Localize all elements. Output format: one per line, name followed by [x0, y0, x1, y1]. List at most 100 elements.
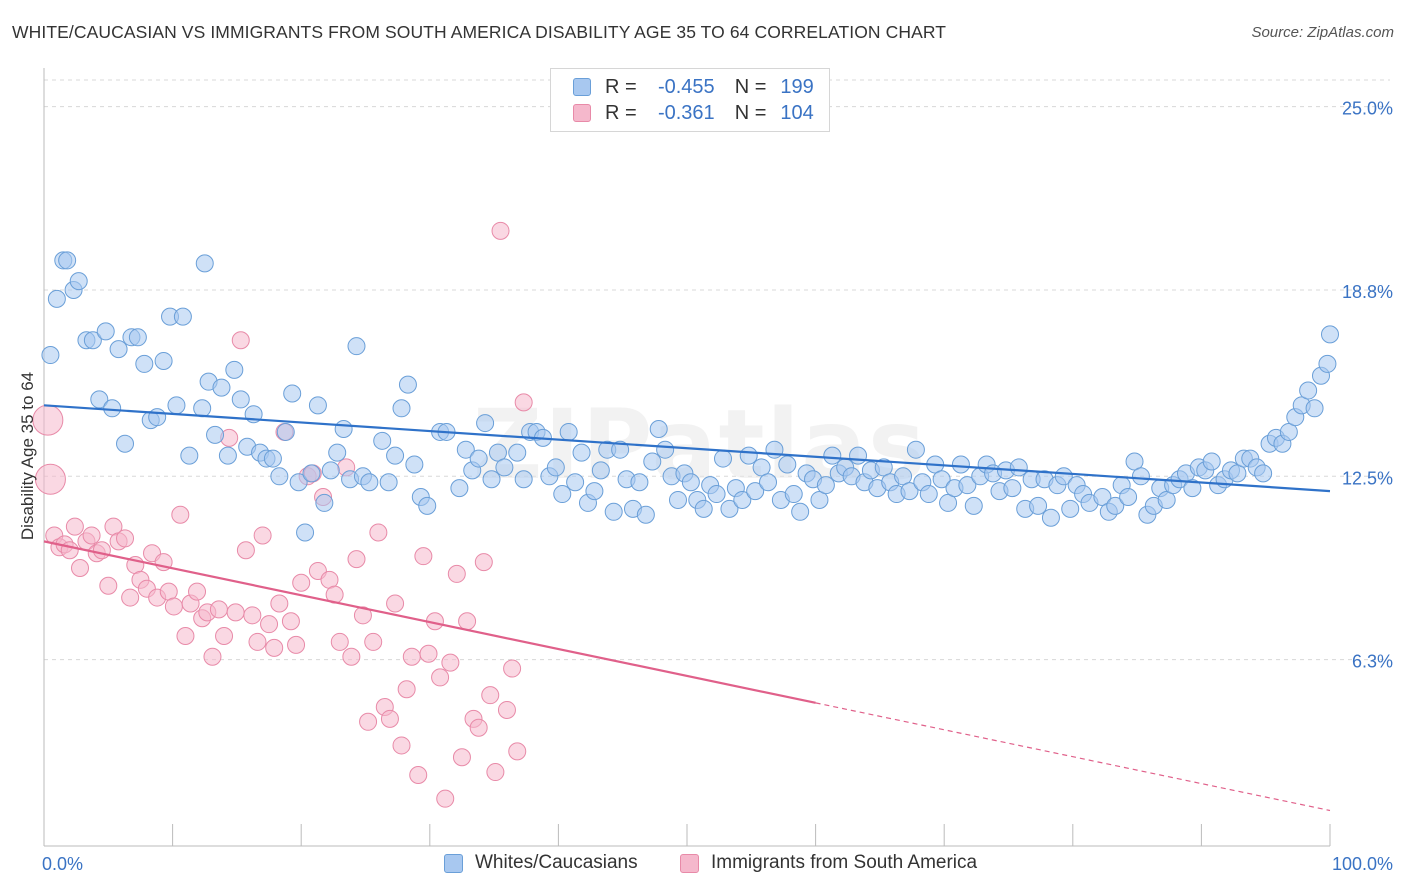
blue-data-point: [495, 458, 514, 477]
pink-data-point: [292, 573, 311, 592]
blue-data-point: [572, 443, 591, 462]
legend-item-immigrants: Immigrants from South America: [680, 852, 977, 874]
blue-data-point: [167, 396, 186, 415]
stats-legend-row-immigrants: R = -0.361 N = 104: [573, 101, 814, 125]
blue-data-point: [784, 485, 803, 504]
blue-data-point: [206, 425, 225, 444]
blue-data-point: [469, 449, 488, 468]
pink-data-point: [270, 594, 289, 613]
blue-data-point: [456, 440, 475, 459]
pink-trend-extension: [815, 702, 1331, 812]
pink-data-point: [431, 668, 450, 687]
legend-item-whites: Whites/Caucasians: [444, 852, 638, 874]
source-label: Source: ZipAtlas.com: [1251, 24, 1394, 41]
blue-data-point: [906, 440, 925, 459]
axes: [43, 68, 1331, 847]
pink-data-point: [386, 594, 405, 613]
blue-data-point: [823, 446, 842, 465]
r-label: R =: [605, 101, 637, 124]
pink-data-point: [414, 547, 433, 566]
pink-data-point: [469, 718, 488, 737]
blue-data-point: [746, 482, 765, 501]
blue-data-point: [476, 414, 495, 433]
blue-data-point: [1131, 467, 1150, 486]
n-value: 199: [780, 75, 814, 98]
pink-data-point: [436, 789, 455, 808]
blue-data-point: [778, 455, 797, 474]
blue-data-point: [270, 467, 289, 486]
blue-data-point: [334, 419, 353, 438]
blue-data-point: [1041, 508, 1060, 527]
blue-data-point: [69, 272, 88, 291]
pink-data-point: [508, 742, 527, 761]
blue-data-point: [668, 490, 687, 509]
pink-data-point: [481, 686, 500, 705]
blue-data-point: [1254, 464, 1273, 483]
blue-data-point: [1318, 354, 1337, 373]
blue-data-point: [116, 434, 135, 453]
blue-data-point: [328, 443, 347, 462]
blue-data-point: [759, 473, 778, 492]
pink-data-point: [392, 736, 411, 755]
blue-data-point: [109, 340, 128, 359]
blue-data-point: [308, 396, 327, 415]
blue-data-point: [546, 458, 565, 477]
n-label: N =: [734, 101, 767, 124]
blue-data-point: [553, 485, 572, 504]
blue-data-point: [321, 461, 340, 480]
blue-data-point: [585, 482, 604, 501]
pink-data-point: [447, 564, 466, 583]
pink-data-point: [116, 529, 135, 548]
blue-series-points: [41, 251, 1339, 542]
pink-data-point: [491, 221, 510, 240]
pink-data-point: [215, 627, 234, 646]
pink-data-point: [486, 763, 505, 782]
blue-data-point: [514, 470, 533, 489]
pink-data-point: [65, 517, 84, 536]
blue-data-point: [47, 289, 66, 308]
blue-data-point: [135, 354, 154, 373]
pink-data-point: [231, 331, 250, 350]
pink-data-point: [176, 627, 195, 646]
blue-data-point: [643, 452, 662, 471]
x-tick-label: 0.0%: [42, 854, 83, 874]
blue-data-point: [482, 470, 501, 489]
blue-data-point: [195, 254, 214, 273]
y-tick-label: 25.0%: [1342, 99, 1393, 119]
blue-data-point: [1106, 496, 1125, 515]
blue-data-point: [83, 331, 102, 350]
pink-data-point: [497, 700, 516, 719]
pink-data-point: [265, 638, 284, 657]
blue-data-point: [1029, 496, 1048, 515]
blue-data-point: [1183, 479, 1202, 498]
n-value: 104: [780, 101, 814, 124]
pink-data-point: [71, 558, 90, 577]
pink-data-point: [171, 505, 190, 524]
blue-data-point: [1003, 479, 1022, 498]
pink-swatch: [680, 853, 699, 873]
blue-data-point: [263, 449, 282, 468]
pink-data-point: [409, 766, 428, 785]
blue-data-point: [636, 505, 655, 524]
blue-data-point: [604, 502, 623, 521]
blue-data-point: [1119, 488, 1138, 507]
trend-lines: [43, 404, 1331, 812]
blue-data-point: [296, 523, 315, 542]
blue-data-point: [231, 390, 250, 409]
blue-data-point: [212, 378, 231, 397]
pink-data-point: [359, 712, 378, 731]
blue-swatch: [573, 78, 591, 96]
chart-title: WHITE/CAUCASIAN VS IMMIGRANTS FROM SOUTH…: [12, 22, 947, 42]
pink-data-point: [243, 606, 262, 625]
blue-data-point: [450, 479, 469, 498]
pink-data-point: [397, 680, 416, 699]
pink-data-point: [514, 393, 533, 412]
legend-label: Whites/Caucasians: [475, 852, 638, 873]
blue-data-point: [128, 328, 147, 347]
blue-data-point: [180, 446, 199, 465]
pink-data-point: [92, 541, 111, 560]
y-tick-label: 12.5%: [1342, 468, 1393, 488]
pink-data-point: [369, 523, 388, 542]
pink-data-point: [458, 612, 477, 631]
blue-data-point: [315, 493, 334, 512]
